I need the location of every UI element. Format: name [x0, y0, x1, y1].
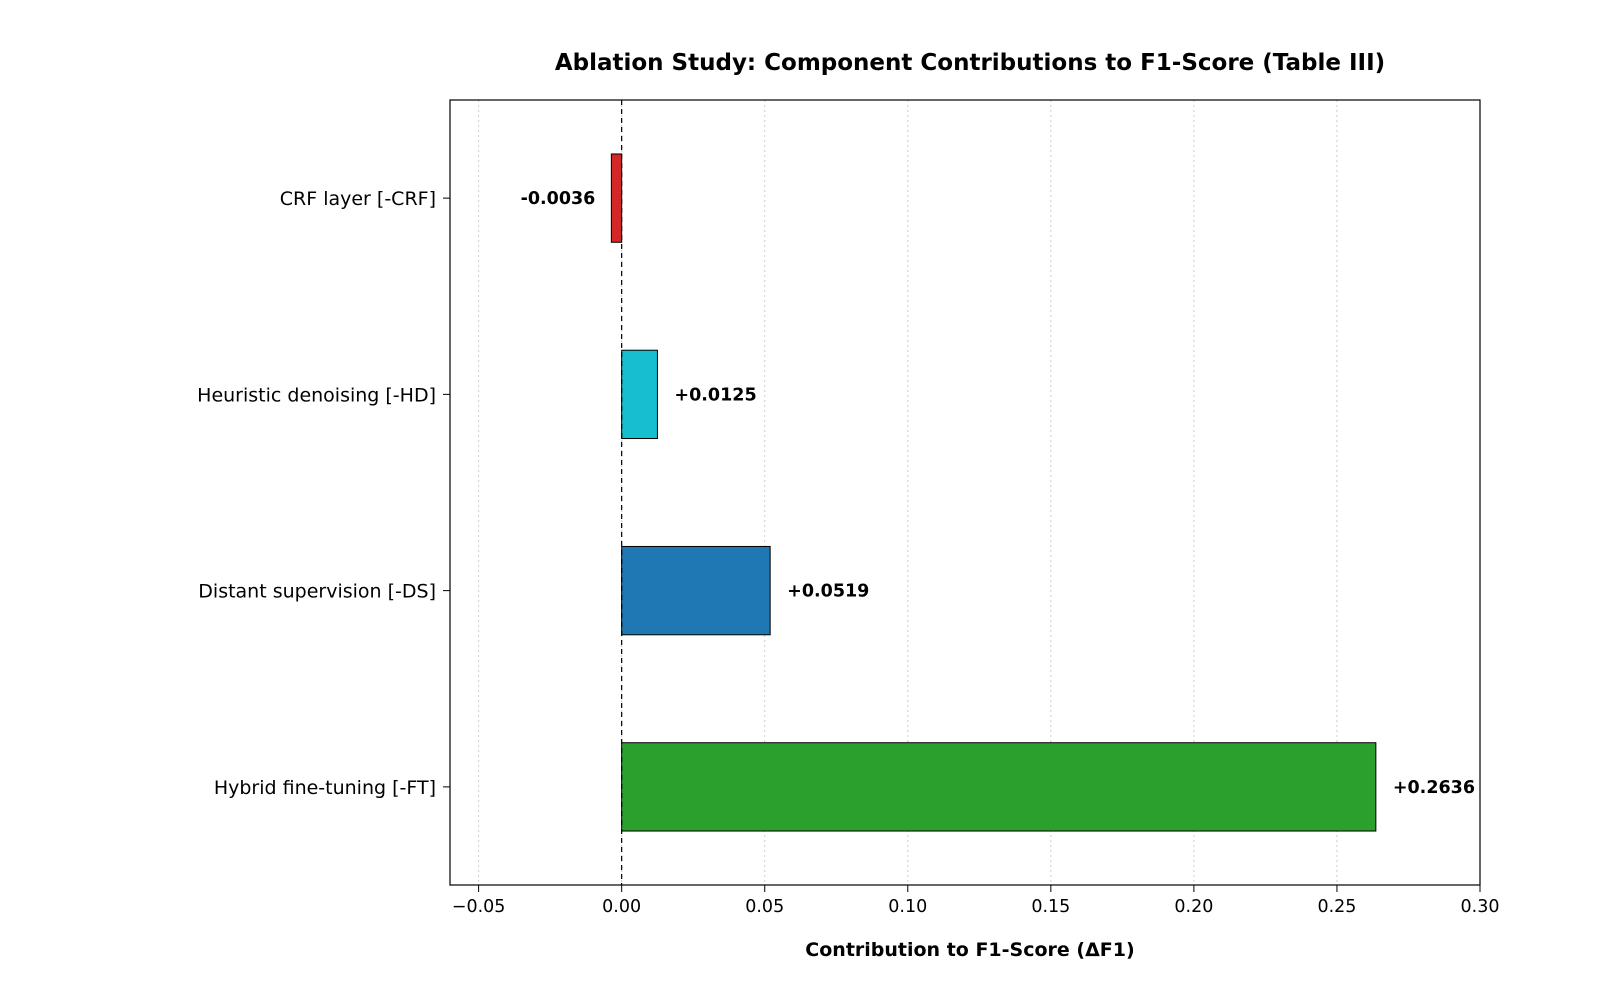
x-tick-label: 0.15 [1031, 897, 1070, 917]
bar [610, 153, 623, 243]
x-axis-label: Contribution to F1-Score (ΔF1) [805, 939, 1134, 961]
x-tick-label: 0.05 [745, 897, 784, 917]
y-category-label: Hybrid fine-tuning [-FT] [214, 777, 436, 799]
x-tick-label: 0.20 [1174, 897, 1213, 917]
y-category-label: CRF layer [-CRF] [280, 188, 436, 210]
bar-value-label: +0.0519 [787, 582, 869, 602]
bar-value-label: +0.0125 [674, 385, 756, 405]
y-category-label: Distant supervision [-DS] [198, 581, 436, 603]
bar [621, 545, 771, 636]
chart-title: Ablation Study: Component Contributions … [555, 50, 1385, 76]
bar [621, 742, 1377, 832]
x-tick-label: −0.05 [452, 897, 506, 917]
bar-layer [610, 153, 1377, 832]
x-tick-label: 0.30 [1461, 897, 1500, 917]
label-layer: −0.05 0.00 0.05 0.10 0.15 0.20 0.25 0.30 CRF lay… [197, 188, 1499, 917]
x-tick-label: 0.25 [1317, 897, 1356, 917]
bar-value-label: -0.0036 [521, 189, 596, 209]
x-tick-label: 0.10 [888, 897, 927, 917]
plot-frame [449, 99, 1481, 886]
y-category-label: Heuristic denoising [-HD] [197, 384, 436, 406]
bar [621, 349, 658, 440]
x-tick-label: 0.00 [602, 897, 641, 917]
axes-layer [443, 99, 1481, 892]
bar-value-label: +0.2636 [1393, 778, 1475, 798]
